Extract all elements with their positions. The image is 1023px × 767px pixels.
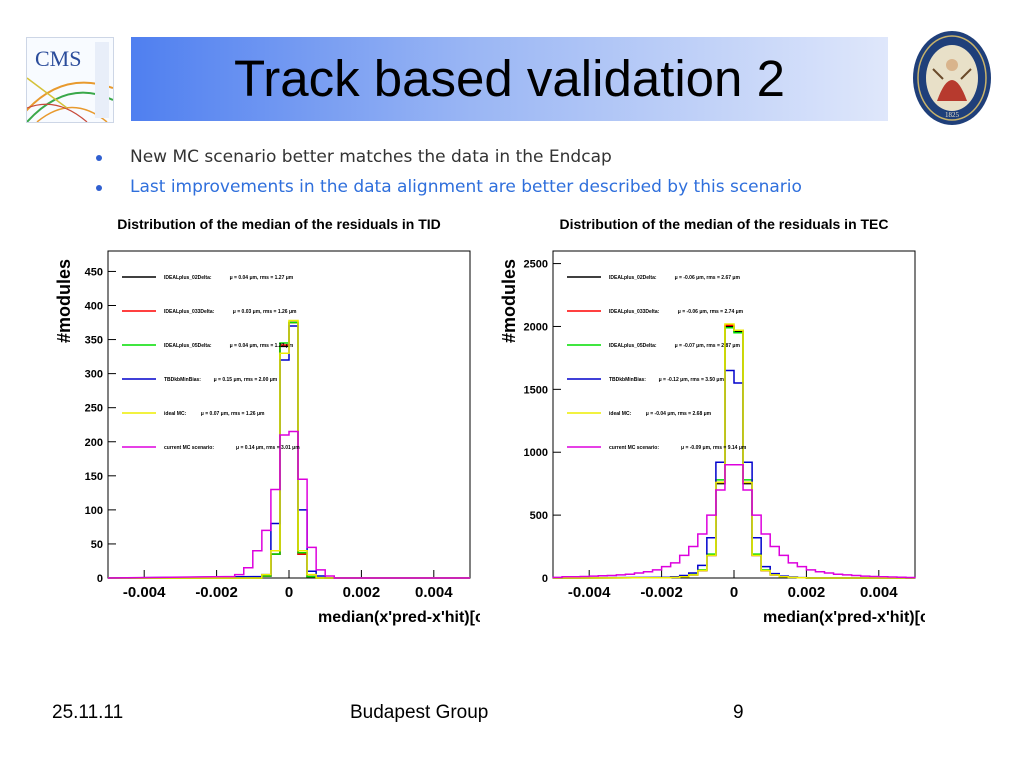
x-tick-label: 0	[730, 584, 738, 601]
legend-stats: μ = -0.06 μm, rms = 2.74 μm	[678, 309, 744, 315]
legend-label: ideal MC:	[609, 411, 632, 417]
page-title: Track based validation 2	[234, 50, 785, 107]
footer-group: Budapest Group	[350, 702, 489, 723]
x-tick-label: -0.004	[568, 584, 611, 601]
seal-year: 1825	[945, 111, 960, 119]
x-tick-label: -0.004	[123, 584, 166, 601]
y-axis-label: #modules	[499, 259, 519, 343]
y-tick-label: 1500	[524, 384, 548, 396]
legend-label: IDEALplus_05Delta:	[164, 343, 212, 349]
y-tick-label: 50	[91, 539, 103, 551]
academy-seal-graphic: 1825	[913, 31, 991, 125]
legend-stats: μ = -0.09 μm, rms = 9.14 μm	[681, 445, 747, 451]
series-line	[552, 323, 915, 579]
y-tick-label: 2500	[524, 259, 548, 271]
x-tick-label: 0.004	[415, 584, 453, 601]
cms-logo-graphic: CMS	[27, 38, 113, 122]
legend-stats: μ = -0.04 μm, rms = 2.68 μm	[646, 411, 712, 417]
legend-stats: μ = 0.14 μm, rms = 3.01 μm	[236, 445, 300, 451]
plot-frame	[552, 250, 916, 579]
bullet-icon	[96, 185, 102, 191]
chart-tid: Distribution of the median of the residu…	[54, 216, 503, 626]
footer-page-number: 9	[733, 702, 744, 723]
cms-logo-text: CMS	[35, 46, 81, 71]
y-tick-label: 200	[85, 437, 103, 449]
x-tick-label: 0.002	[343, 584, 381, 601]
legend-stats: μ = -0.06 μm, rms = 2.67 μm	[675, 275, 741, 281]
legend-stats: μ = 0.04 μm, rms = 1.27 μm	[230, 275, 294, 281]
footer-date: 25.11.11	[52, 702, 124, 723]
y-tick-label: 450	[85, 266, 103, 278]
chart-panel-tid: Distribution of the median of the residu…	[50, 213, 503, 643]
chart-title: Distribution of the median of the residu…	[117, 216, 441, 232]
chart-tec: Distribution of the median of the residu…	[499, 216, 948, 626]
series-line	[107, 430, 470, 579]
x-tick-label: -0.002	[640, 584, 683, 601]
x-tick-label: 0	[285, 584, 293, 601]
bullet-text: Last improvements in the data alignment …	[130, 177, 802, 197]
title-bar: Track based validation 2	[131, 37, 888, 121]
legend-stats: μ = 0.07 μm, rms = 1.26 μm	[201, 411, 265, 417]
legend-label: IDEALplus_05Delta:	[609, 343, 657, 349]
y-tick-label: 400	[85, 301, 103, 313]
bullet-icon	[96, 155, 102, 161]
chart-panel-tec: Distribution of the median of the residu…	[495, 213, 948, 643]
legend-stats: μ = 0.03 μm, rms = 1.26 μm	[233, 309, 297, 315]
legend-label: current MC scenario:	[164, 445, 214, 451]
y-tick-label: 2000	[524, 321, 548, 333]
academy-seal: 1825	[911, 29, 993, 127]
bullet-text: New MC scenario better matches the data …	[130, 147, 612, 167]
legend-stats: μ = -0.12 μm, rms = 3.50 μm	[659, 377, 725, 383]
y-tick-label: 500	[530, 510, 548, 522]
legend-label: IDEALplus_033Delta:	[609, 309, 660, 315]
y-tick-label: 250	[85, 403, 103, 415]
legend-label: ideal MC:	[164, 411, 187, 417]
chart-title: Distribution of the median of the residu…	[559, 216, 888, 232]
y-tick-label: 100	[85, 505, 103, 517]
y-tick-label: 350	[85, 335, 103, 347]
legend-label: TBDkbMinBias:	[164, 377, 201, 383]
x-axis-label: median(x'pred-x'hit)[cm]	[763, 609, 925, 626]
y-tick-label: 150	[85, 471, 103, 483]
legend-label: IDEALplus_033Delta:	[164, 309, 215, 315]
legend-stats: μ = -0.07 μm, rms = 2.87 μm	[675, 343, 741, 349]
legend-label: IDEALplus_02Delta:	[609, 275, 657, 281]
y-tick-label: 300	[85, 369, 103, 381]
legend-stats: μ = 0.04 μm, rms = 1.27 μm	[230, 343, 294, 349]
y-tick-label: 0	[542, 573, 548, 585]
series-line	[552, 464, 916, 579]
legend-label: current MC scenario:	[609, 445, 659, 451]
legend-stats: μ = 0.15 μm, rms = 2.00 μm	[214, 377, 278, 383]
series-line	[108, 319, 470, 579]
x-tick-label: 0.004	[860, 584, 898, 601]
y-tick-label: 0	[97, 573, 103, 585]
legend-label: TBDkbMinBias:	[609, 377, 646, 383]
legend-label: IDEALplus_02Delta:	[164, 275, 212, 281]
cms-logo: CMS	[26, 37, 114, 123]
y-tick-label: 1000	[524, 447, 548, 459]
plot-frame	[107, 250, 471, 579]
x-axis-label: median(x'pred-x'hit)[cm]	[318, 609, 480, 626]
y-axis-label: #modules	[54, 259, 74, 343]
x-tick-label: 0.002	[788, 584, 826, 601]
x-tick-label: -0.002	[195, 584, 238, 601]
